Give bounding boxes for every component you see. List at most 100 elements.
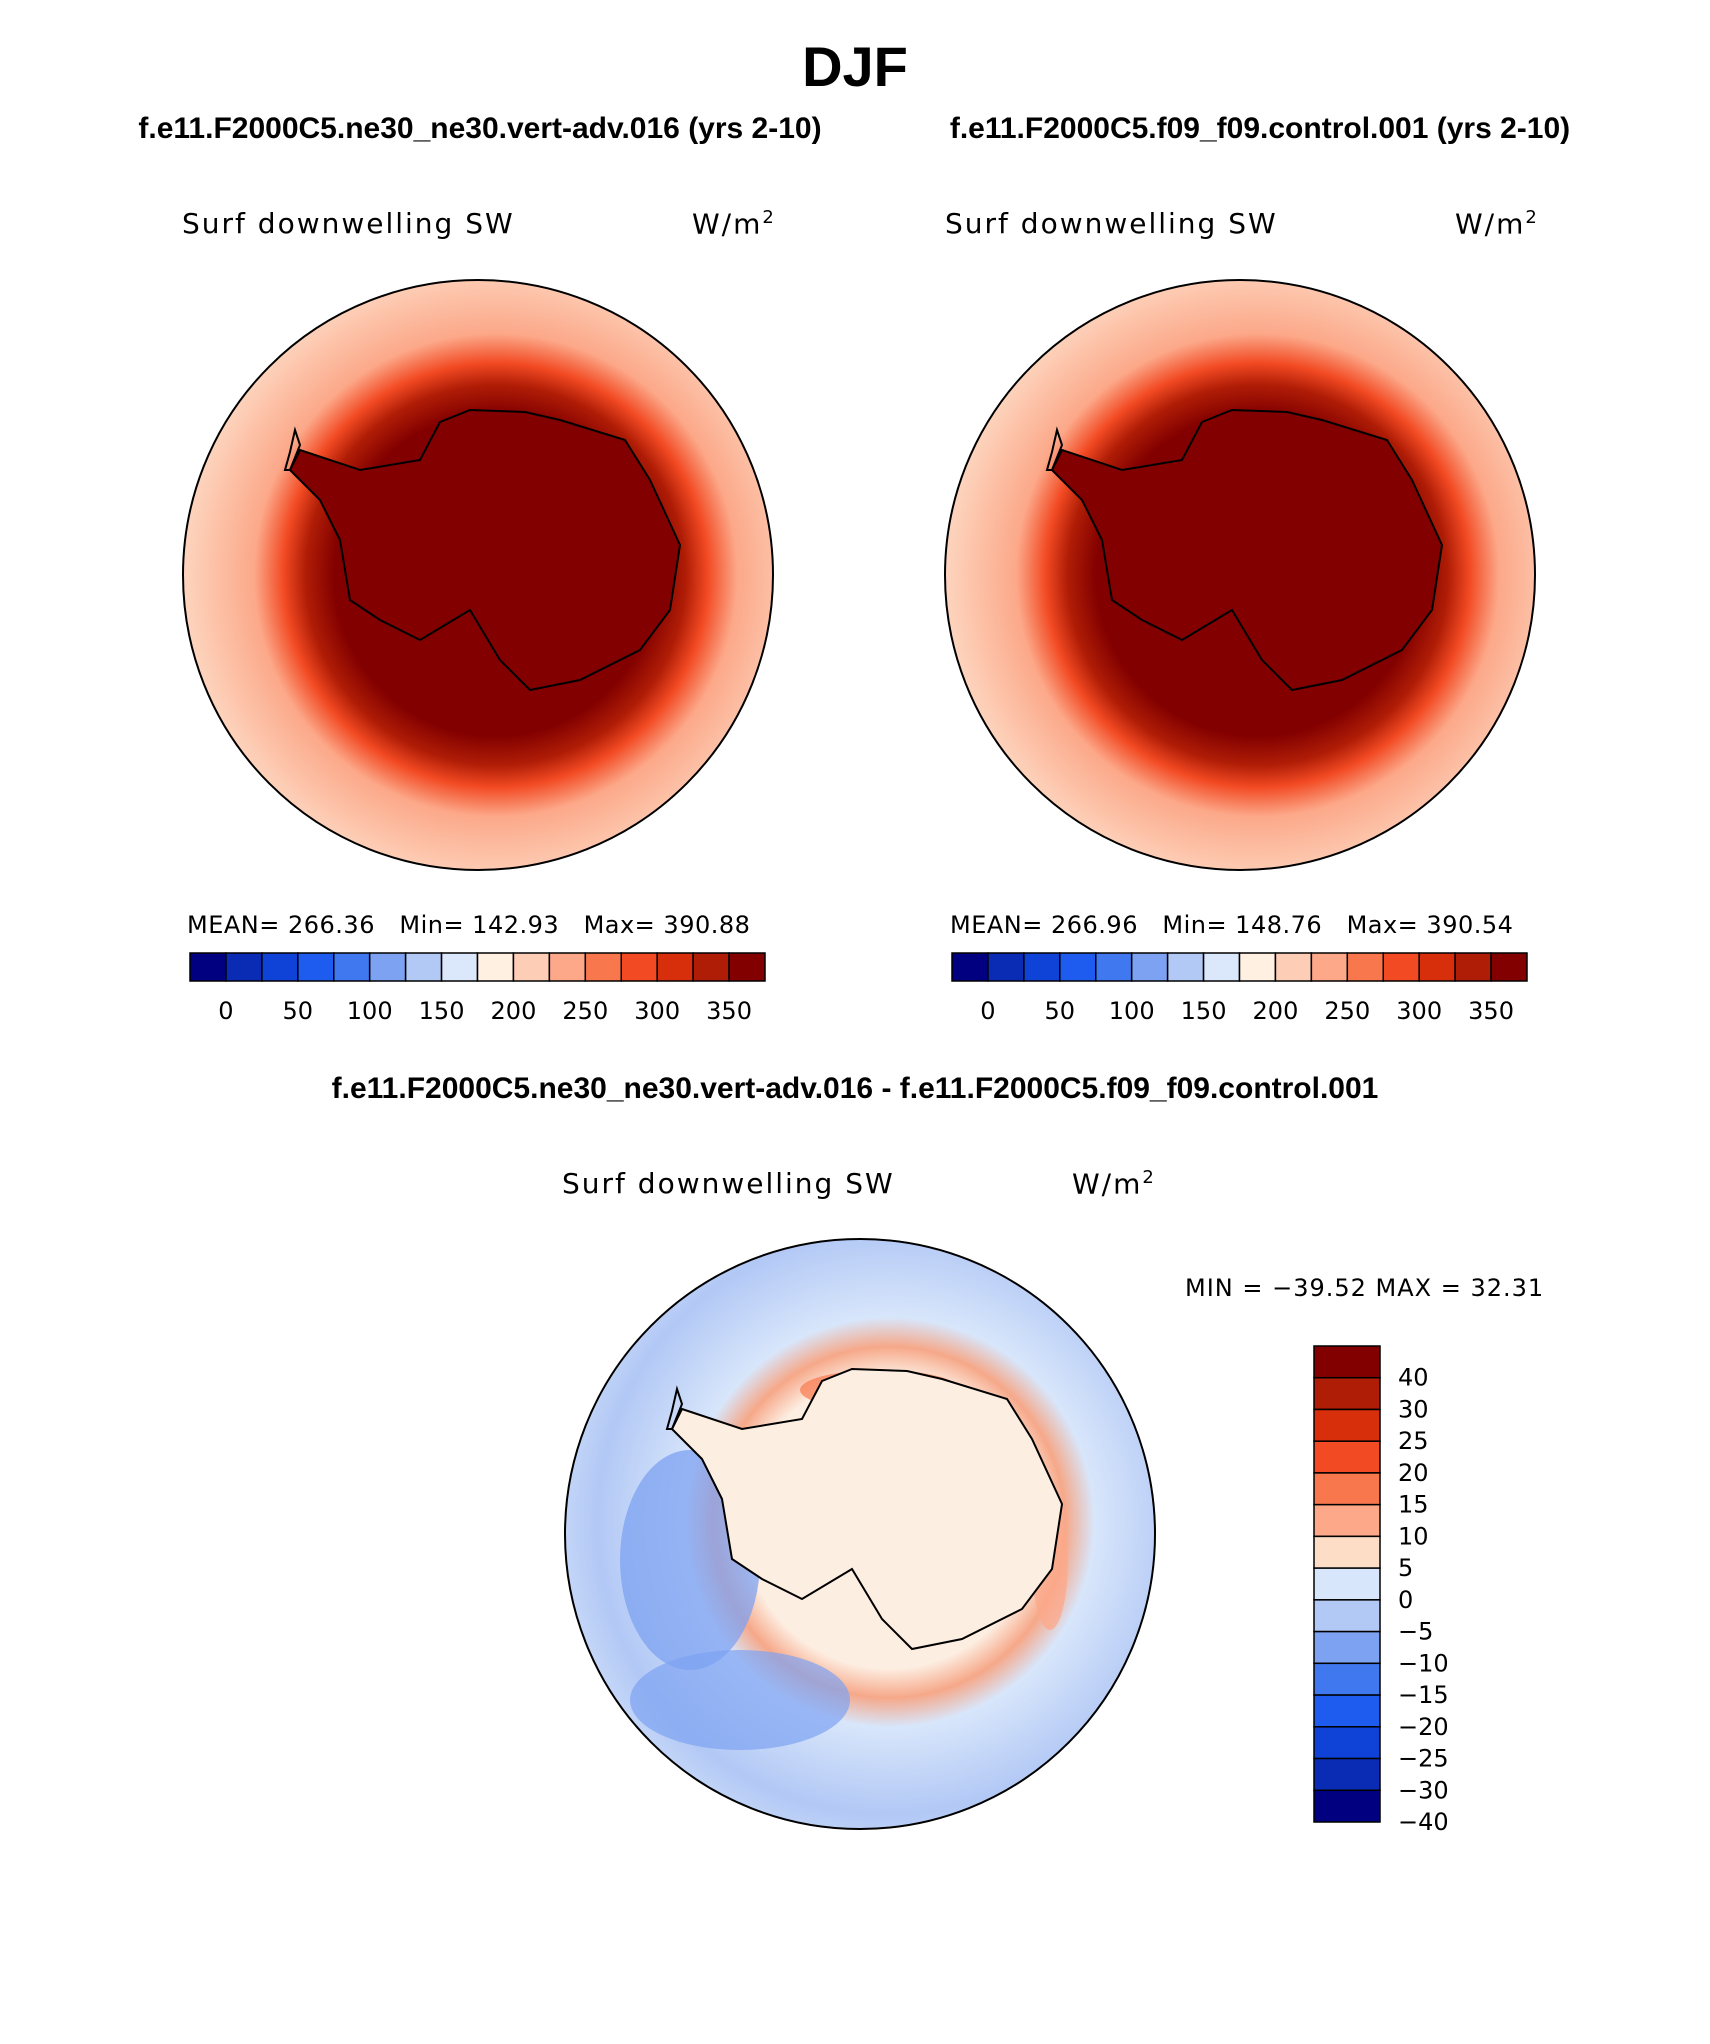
map-border-diff [564,1238,1156,1830]
units-label-left: W/m2 [692,207,776,241]
variable-label-diff: Surf downwelling SW [562,1167,895,1200]
colorbar-left-swatch [656,952,694,982]
colorbar-right-swatch [1382,952,1420,982]
colorbar-left-swatch [189,952,227,982]
colorbar-right-tick-label: 100 [1109,997,1155,1025]
colorbar-diff-tick-label: 30 [1398,1395,1429,1423]
units-label-diff: W/m2 [1072,1167,1156,1201]
colorbar-right-swatch [1130,952,1169,982]
colorbar-right-tick-label: 200 [1253,997,1299,1025]
colorbar-left-swatch [548,952,587,982]
colorbar-diff-tick-label: −5 [1398,1618,1433,1646]
colorbar-diff-tick-label: 5 [1398,1554,1413,1582]
colorbar-right-swatch [1274,952,1313,982]
colorbar-left-tick-label: 100 [347,997,393,1025]
units-label-right: W/m2 [1455,207,1539,241]
negative-anomaly-south [630,1650,850,1750]
peninsula-diff [665,1385,684,1430]
peninsula-right [1045,426,1064,471]
colorbar-left-tick-label: 300 [634,997,680,1025]
colorbar-right-swatch [1310,952,1349,982]
colorbar-diff-swatch [1313,1630,1381,1665]
colorbar-diff-swatch [1313,1662,1381,1696]
colorbar-diff-tick-label: 0 [1398,1586,1413,1614]
colorbar-left-swatch [333,952,371,982]
variable-label-left: Surf downwelling SW [182,207,515,240]
colorbar-left: 0 50 100 150 200 250 300 350 [189,952,766,1025]
colorbar-diff-tick-label: −15 [1398,1681,1449,1709]
colorbar-right-swatch [1418,952,1456,982]
colorbar-right-swatch [1202,952,1241,982]
diff-minmax: MIN = −39.52 MAX = 32.31 [1185,1274,1545,1302]
colorbar-diff-swatch [1313,1757,1381,1792]
colorbar-diff-swatch [1313,1408,1381,1442]
colorbar-diff-tick-label: −25 [1398,1745,1449,1773]
colorbar-right-swatch [987,952,1025,982]
colorbar-diff-swatch [1313,1694,1381,1728]
case-title-right: f.e11.F2000C5.f09_f09.control.001 (yrs 2… [949,112,1571,145]
colorbar-right-swatch [1346,952,1384,982]
colorbar-left-swatch [728,952,766,982]
colorbar-left-tick-label: 350 [706,997,752,1025]
colorbar-diff-tick-label: 15 [1398,1491,1429,1519]
colorbar-diff-tick-label: 40 [1398,1364,1429,1392]
colorbar-diff-swatch [1313,1599,1381,1633]
colorbar-diff-tick-label: −10 [1398,1649,1449,1677]
map-right [944,279,1536,871]
colorbar-right-tick-label: 150 [1181,997,1227,1025]
colorbar-right-swatch [1059,952,1097,982]
colorbar-diff-tick-label: 25 [1398,1427,1429,1455]
colorbar-left-swatch [692,952,730,982]
colorbar-left-tick-label: 50 [283,997,314,1025]
colorbar-left-swatch [584,952,622,982]
map-left [182,279,774,871]
colorbar-diff-swatch [1313,1535,1381,1569]
colorbar-diff-tick-label: 20 [1398,1459,1429,1487]
case-title-left: f.e11.F2000C5.ne30_ne30.vert-adv.016 (yr… [138,112,822,145]
stats-right: MEAN= 266.96 Min= 148.76 Max= 390.54 [950,911,1514,939]
colorbar-diff-tick-label: −40 [1398,1808,1449,1836]
colorbar-left-tick-label: 150 [419,997,465,1025]
colorbar-left-swatch [404,952,443,982]
colorbar-left-swatch [297,952,335,982]
colorbar-left-tick-label: 0 [218,997,233,1025]
colorbar-left-swatch [512,952,551,982]
difference-title: f.e11.F2000C5.ne30_ne30.vert-adv.016 - f… [331,1072,1379,1105]
colorbar-diff-swatch [1313,1440,1381,1474]
colorbar-left-tick-label: 250 [562,997,608,1025]
colorbar-diff-swatch [1313,1789,1381,1823]
peninsula-left [283,426,302,471]
colorbar-diff-tick-label: −20 [1398,1713,1449,1741]
colorbar-right-tick-label: 350 [1468,997,1514,1025]
colorbar-diff-swatch [1313,1345,1381,1379]
map-border-right [944,279,1536,871]
colorbar-right-swatch [1166,952,1205,982]
colorbar-left-tick-label: 200 [491,997,537,1025]
colorbar-left-swatch [440,952,479,982]
colorbar-left-swatch [261,952,299,982]
colorbar-diff-swatch [1313,1472,1381,1506]
colorbar-right-swatch [1095,952,1133,982]
colorbar-right-swatch [1454,952,1492,982]
colorbar-right-tick-label: 300 [1396,997,1442,1025]
map-diff [564,1238,1156,1830]
colorbar-right-swatch [1490,952,1528,982]
stats-left: MEAN= 266.36 Min= 142.93 Max= 390.88 [187,911,751,939]
colorbar-right-tick-label: 0 [980,997,995,1025]
colorbar-right-swatch [1023,952,1061,982]
colorbar-diff-swatch [1313,1503,1381,1538]
colorbar-left-swatch [476,952,515,982]
colorbar-right-swatch [951,952,989,982]
colorbar-right-tick-label: 50 [1045,997,1076,1025]
colorbar-right-swatch [1238,952,1277,982]
figure-title: DJF [802,35,908,98]
map-border-left [182,279,774,871]
variable-label-right: Surf downwelling SW [945,207,1278,240]
colorbar-diff: 40 30 25 20 15 10 5 0 −5 −10 −15 −20 −25 −30 −40 [1313,1345,1449,1836]
colorbar-diff-swatch [1313,1376,1381,1411]
colorbar-diff-tick-label: −30 [1398,1776,1449,1804]
colorbar-left-swatch [368,952,407,982]
colorbar-left-swatch [225,952,263,982]
colorbar-right: 0 50 100 150 200 250 300 350 [951,952,1528,1025]
